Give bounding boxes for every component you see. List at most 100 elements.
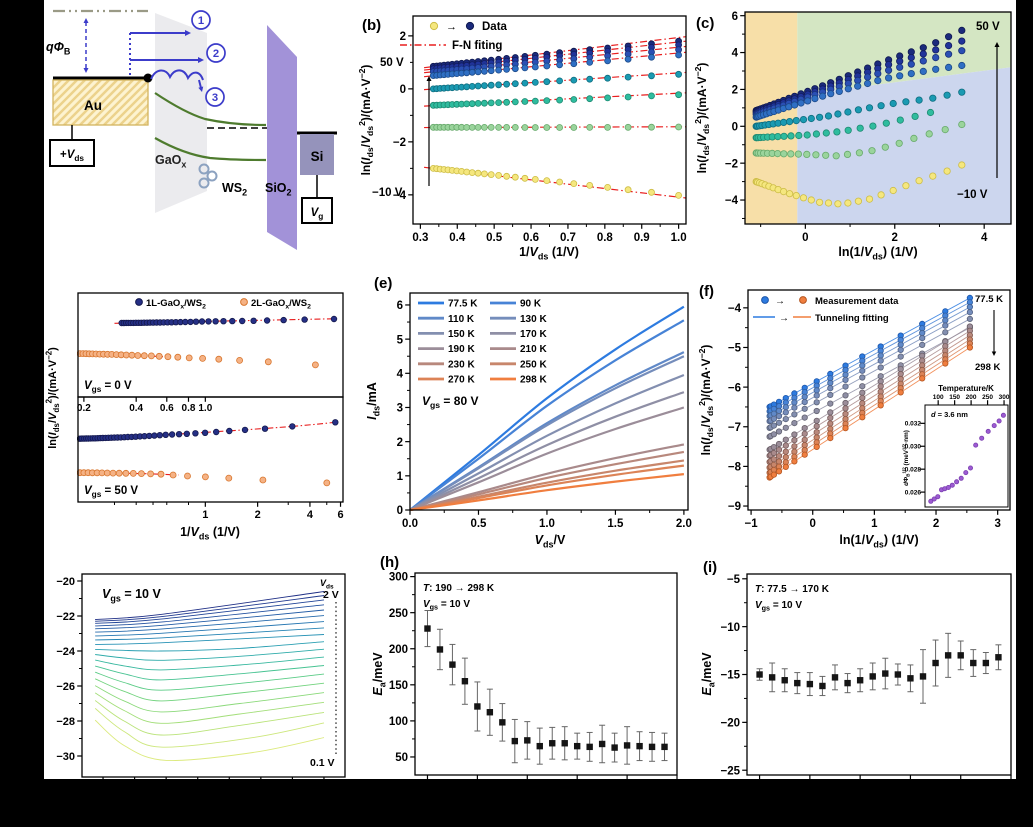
svg-text:6: 6	[337, 509, 343, 521]
svg-text:100: 100	[933, 394, 944, 401]
svg-text:0: 0	[732, 121, 738, 133]
svg-text:0: 0	[802, 232, 808, 244]
svg-text:−1: −1	[745, 518, 759, 530]
svg-text:270 K: 270 K	[448, 375, 475, 386]
series-Vds-0.8V	[95, 665, 325, 681]
series-Vds-0.5V	[94, 685, 325, 713]
svg-text:−4: −4	[728, 303, 742, 315]
svg-text:2: 2	[397, 437, 403, 449]
legend-fit-label: F-N fiting	[452, 40, 502, 52]
svg-text:0.028: 0.028	[905, 467, 922, 474]
series-Vds-1.9V	[95, 595, 325, 622]
svg-text:1: 1	[871, 518, 878, 530]
y-axis-label: ln(Ids/Vds2)/(mA·V−2)	[357, 65, 375, 176]
svg-text:200: 200	[389, 644, 408, 656]
svg-text:0.5: 0.5	[486, 232, 503, 244]
legend-data-label: Data	[482, 21, 508, 33]
svg-text:0.8: 0.8	[182, 403, 196, 414]
svg-text:300: 300	[999, 394, 1010, 401]
svg-text:3: 3	[212, 92, 218, 104]
series-Vgs-30V	[429, 51, 683, 79]
y-axis-label: Ea/meV	[371, 652, 387, 696]
x-axis-label: ln(1/Vds) (1/V)	[838, 245, 917, 261]
ws2-molecule-icon	[198, 163, 210, 175]
ws2-label: WS2	[222, 181, 247, 197]
series-Vgs-10V	[429, 91, 683, 109]
svg-text:−7: −7	[728, 422, 741, 434]
series-Vds-1.8V	[95, 599, 325, 624]
series-Vds-2.0V	[95, 591, 325, 620]
x-axis-label: 1/Vds (1/V)	[519, 245, 579, 261]
vgs0-label: Vgs = 0 V	[84, 380, 132, 394]
svg-text:200: 200	[966, 394, 977, 401]
y-axis-label: ln(Ids/Vds2)/(mA·V−2)	[693, 63, 711, 174]
panel-f-tunneling-fitting-plot: −1 0 1 2 3 −4 −5 −6 −7 −8 −9 100 150 200 250 300 0.026 0.…	[697, 283, 1011, 549]
svg-text:6: 6	[732, 11, 738, 23]
legend-fit-label: Tunneling fitting	[815, 313, 889, 324]
barrier-height-arrow	[83, 18, 89, 73]
svg-text:2: 2	[255, 509, 261, 521]
x-axis-label: Vds/V	[535, 533, 566, 549]
svg-text:−30: −30	[56, 751, 75, 763]
gate-max-label: 50 V	[380, 57, 404, 69]
vds-min-label: 0.1 V	[310, 757, 335, 769]
y-axis-label: ln(Ids/Vds2)/(mA·V−2)	[697, 345, 715, 456]
svg-text:−15: −15	[720, 670, 740, 682]
series-298K	[766, 344, 973, 481]
svg-text:190 K: 190 K	[448, 344, 475, 355]
legend-arrow2: →	[779, 313, 789, 324]
series-Vds-0.2V	[94, 708, 325, 748]
panel-letter-f: (f)	[699, 283, 714, 300]
svg-text:−5: −5	[728, 343, 742, 355]
panel-letter-b: (b)	[362, 17, 381, 34]
svg-text:0.2: 0.2	[77, 403, 91, 414]
series-Vgs-minus10V	[429, 164, 683, 199]
svg-text:−4: −4	[393, 190, 407, 202]
legend-marker-hot	[799, 296, 807, 304]
series-298K	[409, 473, 685, 511]
svg-text:2: 2	[732, 85, 738, 97]
svg-text:2: 2	[213, 48, 219, 60]
svg-text:300: 300	[389, 572, 408, 584]
svg-text:0.3: 0.3	[412, 232, 428, 244]
svg-text:−28: −28	[56, 716, 75, 728]
series-Vds-0.3V	[94, 700, 325, 736]
series-dPhiB-sqrt-d	[928, 412, 1006, 504]
label-circle-1: 1	[191, 10, 211, 30]
svg-text:−10: −10	[720, 622, 740, 634]
vgs80-label: Vgs = 80 V	[422, 394, 478, 410]
svg-text:4: 4	[981, 232, 988, 244]
gate-max-label: 50 V	[976, 21, 1000, 33]
svg-text:0: 0	[400, 84, 406, 96]
svg-text:1.0: 1.0	[671, 232, 687, 244]
svg-text:4: 4	[732, 48, 739, 60]
svg-text:250: 250	[389, 608, 408, 620]
panel-letter-c: (c)	[696, 15, 714, 32]
svg-text:−20: −20	[56, 576, 75, 588]
series-130K	[766, 309, 973, 425]
svg-text:0.026: 0.026	[905, 489, 922, 496]
series-1L-GaOx-WS2-0V	[118, 315, 338, 327]
panel-letter-h: (h)	[380, 554, 399, 571]
au-electrode	[52, 79, 149, 126]
svg-text:0.7: 0.7	[560, 232, 576, 244]
series-77.5K	[409, 305, 685, 511]
x-axis-label: ln(1/Vds) (1/V)	[839, 533, 918, 549]
svg-text:−25: −25	[720, 765, 740, 777]
gaox-layer	[155, 13, 207, 213]
series-Vgs-30V	[752, 61, 966, 121]
gate-sweep-arrow	[426, 76, 432, 186]
inset-y-axis-label: dΦB1/2 (meV1/2·nm)	[901, 430, 910, 486]
svg-text:2: 2	[892, 232, 898, 244]
svg-text:0.5: 0.5	[470, 518, 487, 530]
svg-text:−9: −9	[728, 501, 741, 513]
svg-text:1: 1	[202, 509, 208, 521]
hopping-arrow	[198, 79, 204, 92]
svg-text:3: 3	[994, 518, 1000, 530]
legend-arrow: →	[446, 21, 457, 33]
temp-max-label: 77.5 K	[975, 294, 1003, 305]
legend-2L-label: 2L-GaOx/WS2	[251, 298, 311, 311]
svg-text:2: 2	[933, 518, 939, 530]
svg-text:−4: −4	[725, 195, 739, 207]
ws2-molecule-icon	[198, 177, 210, 189]
